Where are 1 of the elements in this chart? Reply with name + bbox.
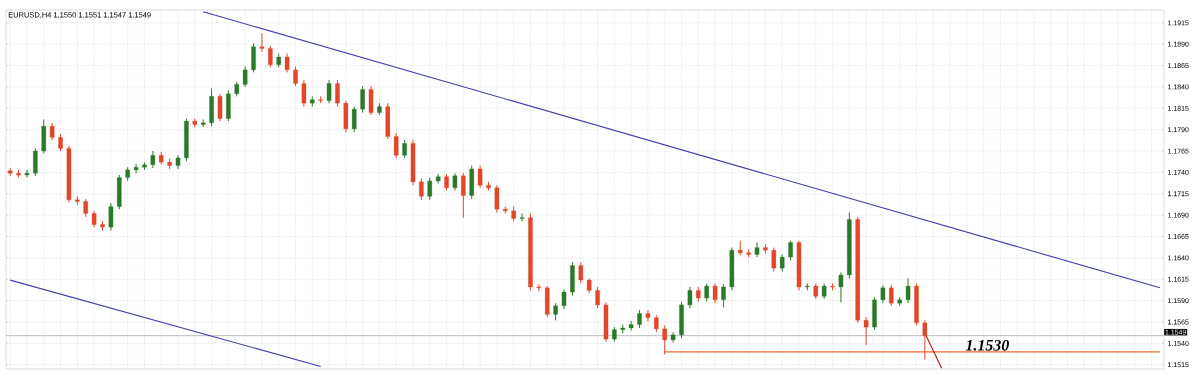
- annotation: 1.1530: [965, 339, 1009, 351]
